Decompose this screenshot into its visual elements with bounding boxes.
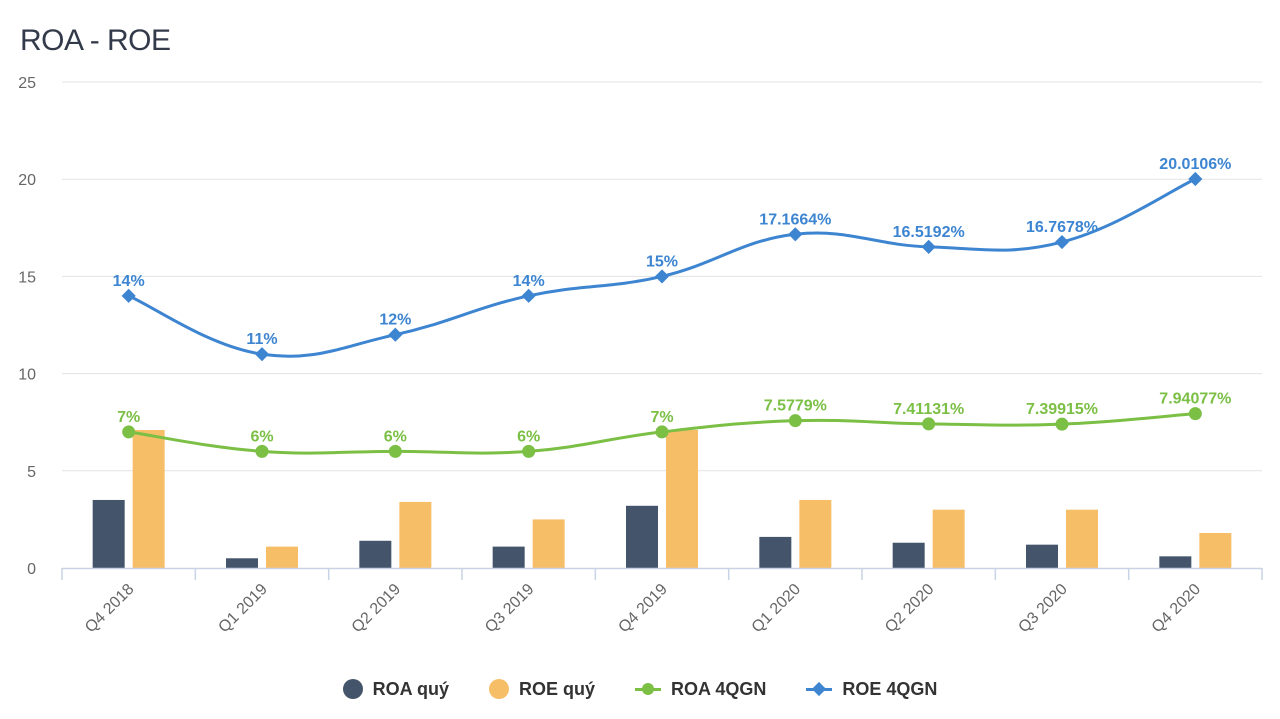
data-point [1188, 171, 1203, 187]
data-point [921, 239, 936, 254]
legend: ROA quý ROE quý ROA 4QGN ROE 4QGN [0, 674, 1280, 704]
bar [932, 509, 965, 568]
bar [399, 501, 432, 568]
data-point [522, 444, 536, 458]
x-tick-label: Q1 2019 [215, 581, 270, 636]
data-point [255, 444, 269, 458]
data-label: 17.1664% [759, 211, 831, 228]
data-point [655, 425, 669, 439]
x-tick-label: Q3 2020 [1015, 581, 1070, 636]
data-label: 20.0106% [1159, 156, 1231, 173]
legend-label-roe-4qgn: ROE 4QGN [842, 678, 938, 699]
bar [492, 546, 525, 568]
data-label: 14% [513, 273, 545, 290]
x-axis [61, 567, 1263, 580]
data-point [1055, 417, 1069, 431]
bar [1066, 509, 1098, 568]
data-label: 14% [113, 273, 145, 290]
data-label: 7.41131% [893, 401, 964, 418]
bar [532, 519, 565, 568]
data-point [788, 227, 803, 242]
x-tick-label: Q4 2018 [82, 581, 137, 636]
data-label: 7.5779% [764, 398, 827, 415]
x-tick-label: Q2 2019 [349, 581, 404, 636]
bar [226, 558, 258, 568]
x-axis-ticks: Q4 2018 Q1 2019 Q2 2019 Q3 2019 Q4 2019 Q1 20… [82, 581, 1204, 636]
x-tick-label: Q2 2020 [882, 581, 937, 636]
data-label: 16.5192% [893, 224, 965, 241]
data-point [521, 288, 536, 303]
y-tick-label: 15 [18, 269, 36, 286]
data-point [1054, 234, 1070, 250]
y-tick-label: 10 [18, 367, 36, 384]
data-label: 16.7678% [1026, 219, 1098, 236]
data-label: 6% [250, 428, 273, 445]
legend-swatch-roa-4qgn [634, 679, 661, 699]
data-label: 6% [517, 428, 540, 445]
y-tick-label: 0 [27, 561, 36, 578]
bar [1199, 533, 1232, 568]
legend-item-roe-4qgn[interactable]: ROE 4QGN [806, 679, 937, 700]
data-label: 7.94077% [1159, 391, 1231, 408]
bar [666, 429, 698, 568]
data-labels: 7% 6% 6% 6% 7% 7.5779% 7.41131% 7.39915% 7.94077… [113, 156, 1232, 445]
data-point [788, 414, 802, 428]
data-point [654, 269, 670, 284]
data-point [1188, 407, 1202, 421]
legend-item-roe-quy[interactable]: ROE quý [488, 678, 595, 700]
data-point [922, 417, 936, 431]
legend-label-roe-quy: ROE quý [518, 678, 595, 699]
legend-label-roa-4qgn: ROA 4QGN [670, 678, 767, 699]
data-label: 15% [646, 253, 678, 270]
bar [132, 429, 165, 568]
legend-swatch-roe-quy [488, 679, 509, 699]
legend-item-roa-4qgn[interactable]: ROA 4QGN [634, 678, 767, 700]
data-label: 7.39915% [1026, 401, 1098, 418]
bar [266, 546, 298, 568]
y-tick-label: 25 [18, 75, 36, 92]
bar [892, 542, 925, 568]
bar [1026, 544, 1058, 568]
data-label: 7% [650, 409, 673, 426]
data-point [254, 347, 270, 362]
data-label: 6% [384, 428, 407, 445]
data-label: 11% [246, 331, 277, 348]
data-point [121, 288, 136, 303]
data-label: 12% [379, 312, 411, 329]
x-tick-label: Q4 2019 [615, 581, 670, 636]
bar [92, 499, 125, 568]
chart-title: ROA - ROE [20, 24, 171, 57]
legend-item-roa-quy[interactable]: ROA quý [342, 678, 449, 700]
x-tick-label: Q3 2019 [482, 581, 537, 636]
lines [121, 171, 1203, 458]
legend-label-roa-quy: ROA quý [372, 678, 449, 699]
x-tick-label: Q4 2020 [1149, 581, 1204, 636]
bar [799, 499, 832, 568]
bar [359, 540, 392, 568]
bar [626, 505, 658, 568]
y-tick-label: 5 [27, 464, 36, 481]
data-label: 7% [117, 409, 140, 426]
bar [759, 536, 792, 568]
legend-swatch-roa-quy [342, 679, 363, 699]
bars [92, 429, 1232, 568]
legend-swatch-roe-4qgn [806, 679, 833, 699]
bar [1159, 556, 1192, 568]
data-point [388, 444, 402, 458]
data-point [122, 425, 136, 439]
y-axis-ticks: 0 5 10 15 20 25 [18, 75, 36, 578]
x-tick-label: Q1 2020 [749, 581, 804, 636]
y-tick-label: 20 [18, 172, 36, 189]
data-point [388, 327, 403, 342]
